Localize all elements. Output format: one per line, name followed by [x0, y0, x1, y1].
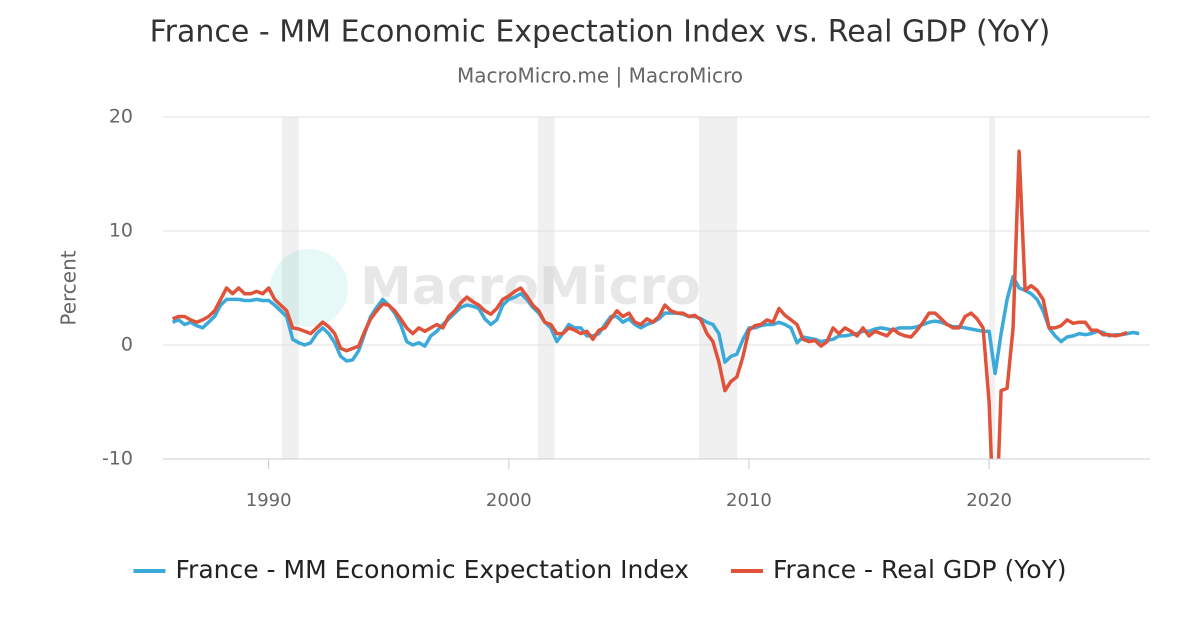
- x-tick-label: 2010: [726, 490, 772, 511]
- chart-subtitle: MacroMicro.me | MacroMicro: [457, 64, 743, 88]
- legend-item: France - MM Economic Expectation Index: [133, 555, 689, 584]
- y-tick-label: 0: [121, 334, 133, 356]
- x-tick-label: 2020: [966, 490, 1012, 511]
- x-tick-label: 1990: [246, 490, 292, 511]
- series-line: [171, 149, 1128, 459]
- shaded-period: [699, 117, 737, 459]
- chart-title: France - MM Economic Expectation Index v…: [150, 15, 1051, 50]
- legend-item: France - Real GDP (YoY): [730, 555, 1067, 584]
- legend-label: France - MM Economic Expectation Index: [175, 555, 688, 584]
- y-tick-label: 20: [109, 106, 133, 128]
- shaded-period: [281, 117, 299, 459]
- watermark: MacroMicro: [360, 257, 701, 317]
- y-tick-label: 10: [109, 220, 133, 242]
- y-axis-label: Percent: [57, 250, 81, 325]
- shaded-period: [537, 117, 555, 459]
- shaded-period: [989, 117, 996, 459]
- y-tick-label: -10: [102, 448, 133, 470]
- watermark-logo: [270, 249, 348, 327]
- x-tick-label: 2000: [486, 490, 532, 511]
- legend-label: France - Real GDP (YoY): [773, 555, 1067, 584]
